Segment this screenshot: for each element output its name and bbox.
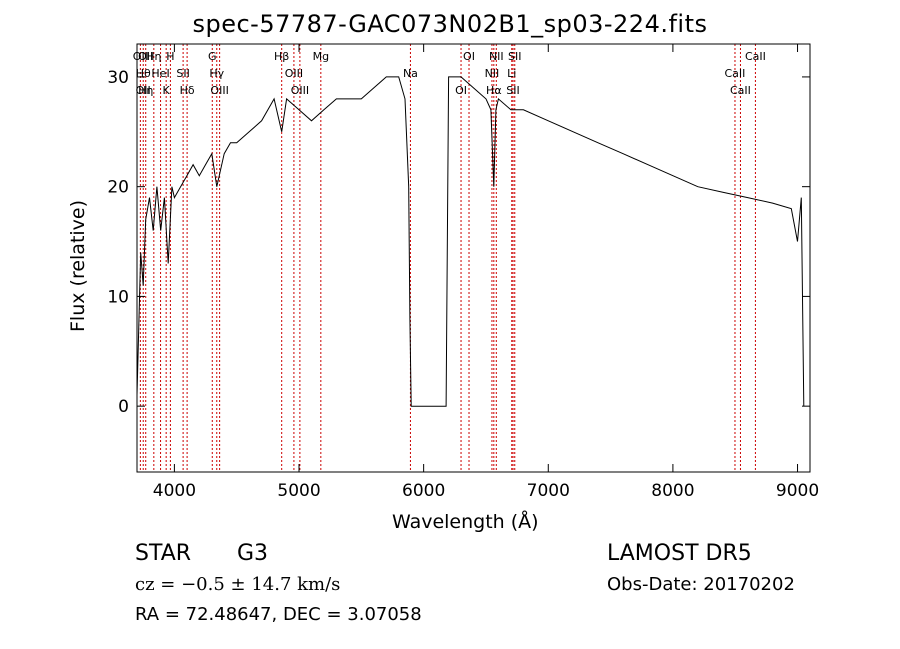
marker-label: CaII [725, 67, 746, 80]
marker-label: Hη [138, 84, 153, 97]
survey-name: LAMOST DR5 [607, 541, 752, 566]
marker-label: OII [136, 84, 151, 97]
x-tick-label: 8000 [651, 481, 694, 501]
marker-label: OIII [291, 84, 309, 97]
marker-label: Na [403, 67, 418, 80]
y-axis: 0 10 20 30 [107, 68, 810, 417]
marker-label: CaII [730, 84, 751, 97]
marker-label: K [163, 84, 171, 97]
marker-label: OI [455, 84, 467, 97]
marker-label: NII [489, 50, 504, 63]
marker-label: OII [138, 50, 153, 63]
marker-label: Hβ [274, 50, 289, 63]
marker-label: Li [507, 67, 516, 80]
marker-label: SII [176, 67, 189, 80]
marker-label: HeI [151, 67, 169, 80]
marker-label: SII [506, 84, 519, 97]
marker-label: Hα [486, 84, 502, 97]
y-tick-label: 0 [118, 397, 129, 417]
marker-label: CaII [745, 50, 766, 63]
redshift-velocity: cz = −0.5 ± 14.7 km/s [135, 574, 341, 595]
spectrum-line [136, 76, 805, 407]
object-type: STAR [135, 541, 192, 566]
marker-label: Mg [313, 50, 329, 63]
marker-label: G [208, 50, 217, 63]
marker-label: NII [485, 67, 500, 80]
spectral-subclass: G3 [237, 541, 269, 566]
emission-line-labels: OIIHθOIIHηOIIHηHeIKHSIIHδGHγOIIIHβOIIIOI… [133, 50, 766, 97]
observation-date: Obs-Date: 20170202 [607, 574, 795, 595]
x-tick-label: 5000 [277, 481, 320, 501]
marker-label: H [166, 50, 174, 63]
marker-label: Hδ [180, 84, 195, 97]
y-axis-label: Flux (relative) [67, 199, 89, 332]
y-tick-label: 20 [107, 178, 129, 198]
chart-title: spec-57787-GAC073N02B1_sp03-224.fits [192, 10, 708, 38]
plot-frame [136, 43, 811, 473]
y-tick-label: 10 [107, 287, 129, 307]
x-axis-label: Wavelength (Å) [392, 511, 539, 533]
x-tick-label: 4000 [153, 481, 196, 501]
marker-label: Hη [146, 50, 161, 63]
marker-label: SII [508, 50, 521, 63]
marker-label: OIII [285, 67, 303, 80]
x-tick-label: 6000 [402, 481, 445, 501]
marker-label: OI [463, 50, 475, 63]
marker-label: Hγ [209, 67, 224, 80]
x-axis: 4000 5000 6000 7000 8000 9000 [153, 44, 819, 501]
marker-label: OIII [210, 84, 228, 97]
x-tick-label: 7000 [527, 481, 570, 501]
y-tick-label: 30 [107, 68, 129, 88]
x-tick-label: 9000 [776, 481, 819, 501]
marker-label: Hθ [136, 67, 151, 80]
emission-line-markers [139, 44, 756, 472]
ra-dec-coordinates: RA = 72.48647, DEC = 3.07058 [135, 604, 422, 625]
